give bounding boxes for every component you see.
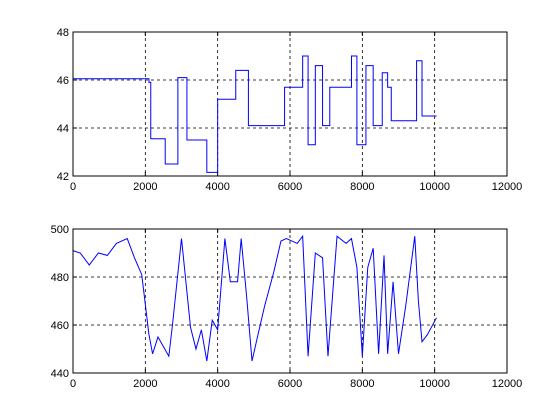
- chart-2: 0 2000 4000 6000 8000 10000 12000 440 460 480 500: [51, 224, 523, 390]
- x-tick-label: 10000: [419, 181, 450, 193]
- x-tick-label: 6000: [278, 378, 302, 390]
- x-tick-label: 0: [70, 181, 76, 193]
- y-tick-label: 480: [51, 272, 69, 284]
- y-tick-label: 440: [51, 368, 69, 380]
- chart-1: 0 2000 4000 6000 8000 10000 12000 42 44 46 48: [57, 27, 523, 193]
- x-tick-label: 2000: [133, 181, 157, 193]
- x-tick-label: 6000: [278, 181, 302, 193]
- series-line-1: [73, 55, 437, 173]
- x-tick-label: 0: [70, 378, 76, 390]
- x-tick-label: 4000: [205, 181, 229, 193]
- y-tick-label: 48: [57, 27, 69, 39]
- y-tick-label: 42: [57, 171, 69, 183]
- y-tick-label: 46: [57, 75, 69, 87]
- y-tick-label: 44: [57, 123, 69, 135]
- y-tick-label: 500: [51, 224, 69, 236]
- x-tick-label: 8000: [350, 378, 374, 390]
- x-tick-label: 2000: [133, 378, 157, 390]
- x-tick-label: 10000: [419, 378, 450, 390]
- x-tick-label: 4000: [205, 378, 229, 390]
- x-tick-label: 12000: [492, 181, 523, 193]
- series-line-2: [72, 234, 437, 362]
- x-tick-label: 12000: [492, 378, 523, 390]
- y-tick-label: 460: [51, 320, 69, 332]
- x-tick-label: 8000: [350, 181, 374, 193]
